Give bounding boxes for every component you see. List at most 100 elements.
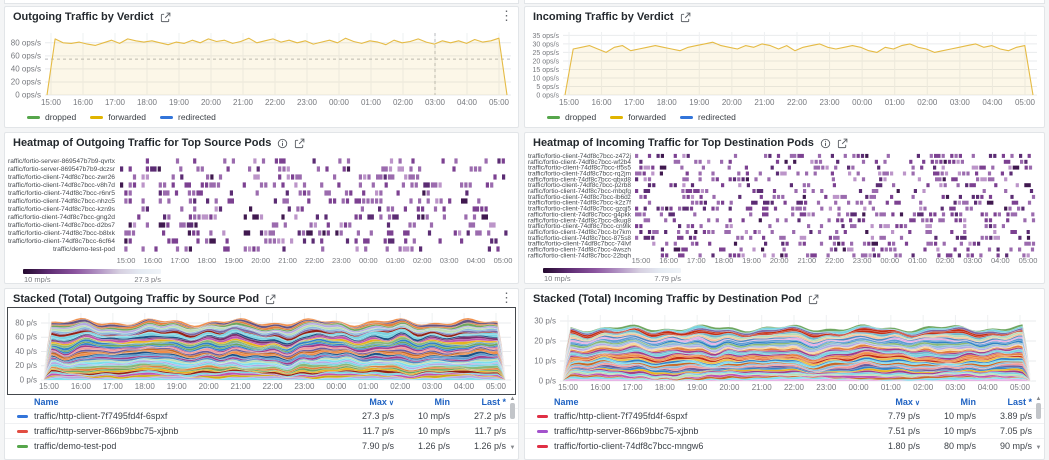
panel-title[interactable]: Incoming Traffic by Verdict (533, 11, 674, 23)
legend-swatch (547, 115, 560, 119)
panel-menu-icon[interactable]: ⋮ (500, 290, 513, 305)
legend-item-forwarded[interactable]: forwarded (90, 112, 146, 122)
scroll-down-icon[interactable]: ▼ (1035, 445, 1042, 451)
panel-header: Incoming Traffic by Verdict (525, 7, 1044, 27)
svg-text:18:00: 18:00 (197, 256, 216, 265)
external-link-icon[interactable] (160, 12, 171, 23)
svg-text:80 p/s: 80 p/s (15, 318, 37, 327)
scrollbar-thumb[interactable] (510, 403, 515, 419)
svg-text:22:00: 22:00 (305, 256, 324, 265)
legend-swatch (160, 115, 174, 119)
svg-text:05:00: 05:00 (486, 382, 507, 391)
svg-text:20:00: 20:00 (719, 383, 740, 392)
svg-text:16:00: 16:00 (73, 98, 94, 107)
svg-text:20:00: 20:00 (201, 98, 222, 107)
legend-item-redirected[interactable]: redirected (680, 112, 736, 122)
incoming-stacked-chart[interactable]: 0 p/s 10 p/s 20 p/s 30 p/s 15:00 16:00 17:00 18… (527, 307, 1042, 397)
panel-title[interactable]: Stacked (Total) Incoming Traffic by Dest… (533, 293, 802, 305)
series-swatch (17, 429, 28, 433)
panel-title[interactable]: Outgoing Traffic by Verdict (13, 11, 154, 23)
external-link-icon[interactable] (680, 12, 691, 23)
svg-text:20:00: 20:00 (722, 98, 743, 107)
svg-text:traffic/fortio-client-74df8c7b: traffic/fortio-client-74df8c7bcc-p2rb8 (528, 183, 632, 189)
svg-text:raffic/fortio-client-74df8c7bc: raffic/fortio-client-74df8c7bcc-wf2b4 (528, 160, 632, 166)
legend-table-row[interactable]: traffic/fortio-client-74df8c7bcc-mngw6 1.… (525, 438, 1044, 453)
svg-text:raffic/fortio-client-74df8c7bc: raffic/fortio-client-74df8c7bcc-qbxd8 (528, 177, 632, 183)
svg-text:16:00: 16:00 (144, 256, 163, 265)
svg-text:16:00: 16:00 (71, 382, 92, 391)
table-scrollbar[interactable]: ▲ ▼ (1034, 396, 1043, 451)
column-header-min[interactable]: Min (434, 397, 451, 407)
panel-title[interactable]: Heatmap of Outgoing Traffic for Top Sour… (13, 137, 272, 149)
legend-item-forwarded[interactable]: forwarded (610, 112, 666, 122)
column-header-name[interactable]: Name (34, 397, 59, 407)
column-header-last[interactable]: Last * (481, 397, 506, 407)
legend-table: Name Max ∨ Min Last * traffic/http-client-7f7… (5, 396, 518, 453)
max-value: 1.80 p/s (887, 441, 920, 451)
external-link-icon[interactable] (837, 138, 848, 149)
series-name: traffic/fortio-client-74df8c7bcc-mngw6 (554, 441, 704, 451)
column-header-last[interactable]: Last * (1007, 397, 1032, 407)
panel-above-left-edge (4, 0, 519, 4)
last-value: 90 mp/s (999, 441, 1032, 451)
incoming-verdict-chart[interactable]: 0 ops/s 5 ops/s 10 ops/s15 ops/s 20 ops/s25… (525, 27, 1044, 127)
svg-text:traffic/fortio-client-74df8c7b: traffic/fortio-client-74df8c7bcc-kzn9s (8, 206, 115, 213)
max-value: 7.79 p/s (887, 411, 920, 421)
svg-text:0 ops/s: 0 ops/s (15, 91, 41, 100)
svg-text:20 ops/s: 20 ops/s (533, 58, 560, 65)
svg-text:traffic/fortio-client-74df8c7b: traffic/fortio-client-74df8c7bcc-74lvf (528, 242, 631, 248)
info-icon[interactable] (277, 138, 288, 149)
external-link-icon[interactable] (265, 294, 276, 305)
panel-menu-icon[interactable]: ⋮ (500, 8, 513, 23)
scroll-down-icon[interactable]: ▼ (509, 445, 516, 451)
info-icon[interactable] (820, 138, 831, 149)
panel-heatmap-incoming: Heatmap of Incoming Traffic for Top Dest… (524, 132, 1045, 284)
svg-text:18:00: 18:00 (135, 382, 156, 391)
legend-label: forwarded (628, 112, 667, 122)
column-header-name[interactable]: Name (554, 397, 579, 407)
svg-text:00:00: 00:00 (329, 98, 350, 107)
legend-table-row[interactable]: traffic/demo-test-pod 7.90 p/s 1.26 p/s 1.2… (5, 438, 518, 453)
incoming-heatmap-chart[interactable]: traffic/fortio-client-74df8c7bcc-z472jra… (525, 151, 1044, 284)
svg-text:traffic/fortio-client-74df8c7b: traffic/fortio-client-74df8c7bcc-v8h7d (8, 182, 116, 189)
legend-item-dropped[interactable]: dropped (547, 112, 596, 122)
external-link-icon[interactable] (294, 138, 305, 149)
svg-text:16:00: 16:00 (659, 256, 678, 265)
svg-text:02:00: 02:00 (413, 256, 432, 265)
svg-text:19:00: 19:00 (687, 383, 708, 392)
legend-table-row[interactable]: traffic/http-client-7f7495fd4f-6spxf 27.3… (5, 408, 518, 423)
svg-text:15:00: 15:00 (41, 98, 62, 107)
legend-item-dropped[interactable]: dropped (27, 112, 76, 122)
svg-text:22:00: 22:00 (265, 98, 286, 107)
scroll-up-icon[interactable]: ▲ (509, 396, 516, 402)
svg-text:traffic/demo-test-pod: traffic/demo-test-pod (53, 246, 116, 253)
table-scrollbar[interactable]: ▲ ▼ (508, 396, 517, 451)
column-header-max[interactable]: Max ∨ (895, 397, 920, 407)
legend-table-row[interactable]: traffic/http-server-866b9bbc75-xjbnb 7.51… (525, 423, 1044, 438)
svg-text:19:00: 19:00 (689, 98, 710, 107)
outgoing-stacked-chart[interactable]: 0 p/s 20 p/s 40 p/s 60 p/s 80 p/s 15:00 16:00 1… (8, 308, 513, 392)
legend-table-row[interactable]: traffic/http-client-7f7495fd4f-6spxf 7.79… (525, 408, 1044, 423)
svg-text:15:00: 15:00 (558, 383, 579, 392)
legend-swatch (90, 115, 104, 119)
column-header-max[interactable]: Max ∨ (369, 397, 394, 407)
panel-title[interactable]: Heatmap of Incoming Traffic for Top Dest… (533, 137, 814, 149)
svg-text:traffic/fortio-client-74df8c7b: traffic/fortio-client-74df8c7bcc-rq2jm (528, 171, 631, 177)
svg-text:00:00: 00:00 (326, 382, 347, 391)
panel-title[interactable]: Stacked (Total) Outgoing Traffic by Sour… (13, 293, 260, 305)
external-link-icon[interactable] (808, 294, 819, 305)
panel-header: Outgoing Traffic by Verdict (5, 7, 518, 27)
legend-item-redirected[interactable]: redirected (160, 112, 216, 122)
legend-table-row[interactable]: traffic/http-server-866b9bbc75-xjbnb 11.7… (5, 423, 518, 438)
svg-text:40 ops/s: 40 ops/s (11, 64, 41, 73)
svg-text:20 p/s: 20 p/s (534, 337, 556, 346)
scroll-up-icon[interactable]: ▲ (1035, 396, 1042, 402)
svg-text:03:00: 03:00 (945, 383, 966, 392)
scrollbar-thumb[interactable] (1036, 403, 1041, 419)
svg-text:01:00: 01:00 (881, 383, 902, 392)
legend-swatch (610, 115, 624, 119)
column-header-min[interactable]: Min (960, 397, 977, 407)
outgoing-heatmap-chart[interactable]: raffic/fortio-server-869547b7b9-qvrtxraf… (5, 153, 518, 283)
svg-text:15 ops/s: 15 ops/s (533, 67, 560, 74)
outgoing-verdict-chart[interactable]: 0 ops/s 20 ops/s 40 ops/s 60 ops/s 80 ops/s 1… (5, 27, 518, 127)
